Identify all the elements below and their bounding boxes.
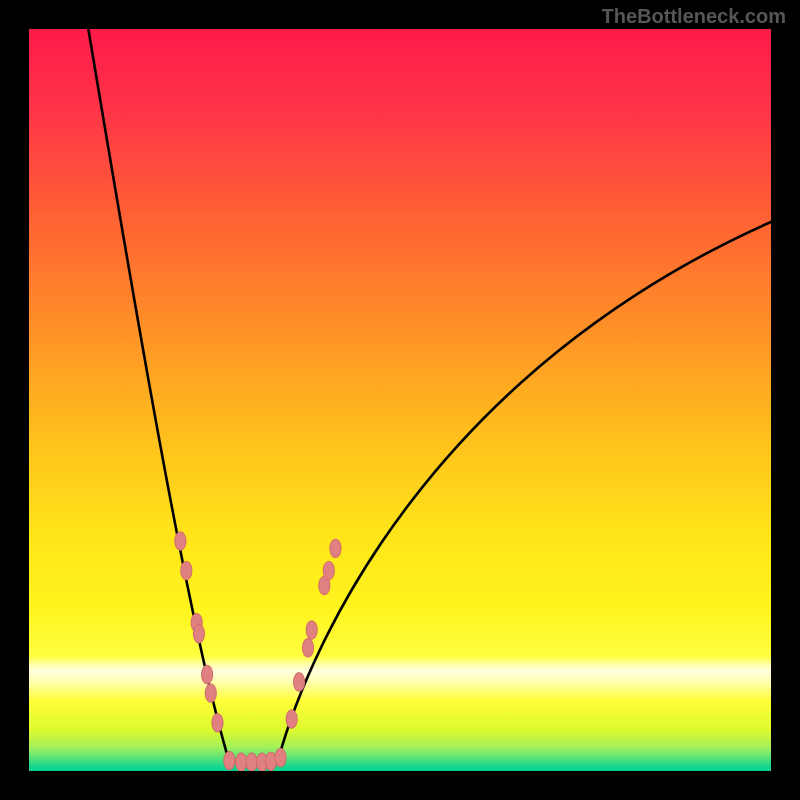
plot-svg	[29, 29, 771, 771]
data-marker	[293, 673, 304, 691]
plot-frame	[29, 29, 771, 771]
data-marker	[236, 753, 247, 771]
data-marker	[212, 714, 223, 732]
data-marker	[302, 639, 313, 657]
data-marker	[205, 684, 216, 702]
data-marker	[193, 625, 204, 643]
data-marker	[246, 753, 257, 771]
data-marker	[306, 621, 317, 639]
data-marker	[275, 748, 286, 766]
data-marker	[224, 751, 235, 769]
data-marker	[181, 561, 192, 579]
watermark-text: TheBottleneck.com	[602, 6, 786, 29]
gradient-background	[29, 29, 771, 771]
data-marker	[286, 710, 297, 728]
data-marker	[175, 532, 186, 550]
data-marker	[323, 561, 334, 579]
chart-root: TheBottleneck.com	[0, 0, 800, 800]
data-marker	[201, 665, 212, 683]
data-marker	[330, 539, 341, 557]
